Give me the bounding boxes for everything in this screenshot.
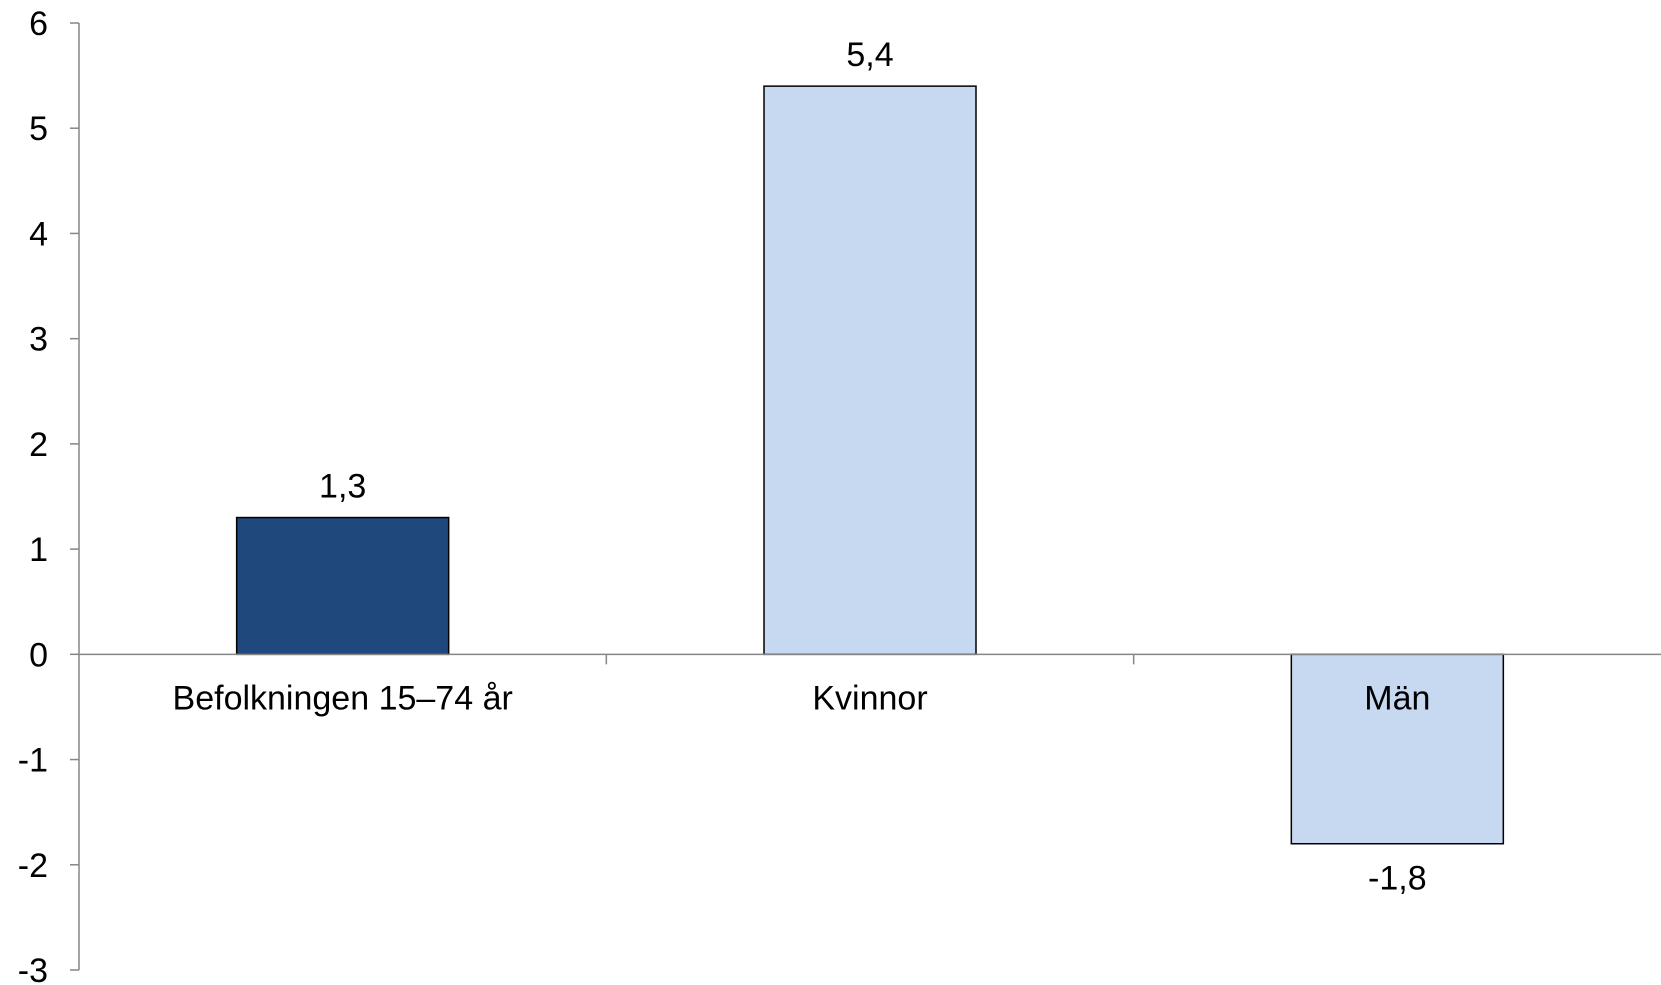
data-labels: 1,3 Befolkningen 15–74 år 5,4 Kvinnor -1,8 Mä…: [173, 36, 1431, 898]
bar: [1290, 653, 1505, 845]
y-tick-label: -1: [18, 742, 48, 780]
y-tick-label: 2: [29, 426, 48, 464]
bars: [235, 85, 1505, 845]
bar: [763, 85, 977, 656]
category-label: Män: [1364, 679, 1430, 717]
y-tick-label: 4: [29, 215, 48, 253]
bar: [235, 516, 450, 656]
category-label: Kvinnor: [812, 679, 927, 717]
x-axis: [79, 653, 1661, 665]
y-tick-label: 1: [29, 531, 48, 569]
data-label: 5,4: [846, 36, 893, 74]
y-tick-label: 6: [29, 5, 48, 43]
y-tick-label: 0: [29, 636, 48, 674]
category-label: Befolkningen 15–74 år: [173, 679, 513, 717]
y-tick-label: 5: [29, 110, 48, 148]
y-tick-label: -2: [18, 847, 48, 885]
y-tick-label: 3: [29, 321, 48, 359]
data-label: 1,3: [319, 468, 366, 506]
y-axis: 6 5 4 3 2 1 0 -1 -2 -3: [18, 5, 80, 985]
y-tick-label: -3: [18, 952, 48, 985]
data-label: -1,8: [1368, 860, 1427, 898]
